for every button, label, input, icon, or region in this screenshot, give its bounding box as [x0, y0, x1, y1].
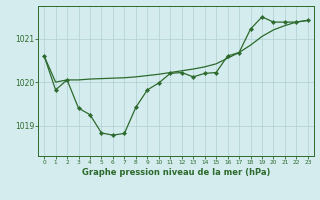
X-axis label: Graphe pression niveau de la mer (hPa): Graphe pression niveau de la mer (hPa) — [82, 168, 270, 177]
